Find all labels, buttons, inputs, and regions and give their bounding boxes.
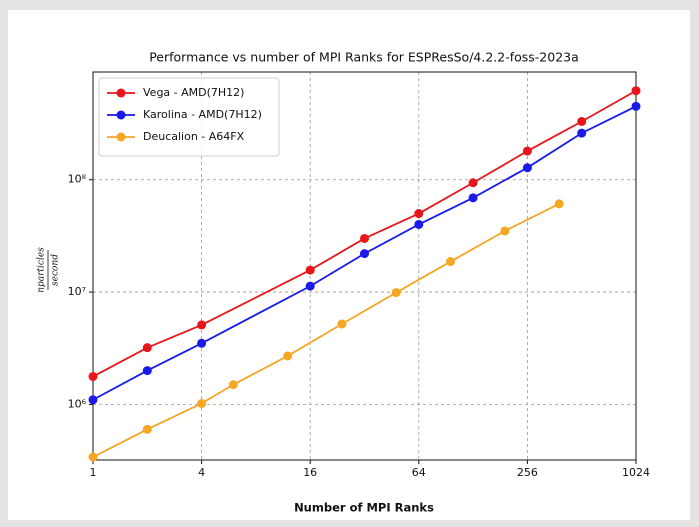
data-point [197, 320, 207, 330]
data-point [577, 128, 587, 138]
series-line [92, 105, 637, 401]
x-tick-label: 16 [303, 466, 317, 479]
x-tick-label: 1024 [622, 466, 650, 479]
y-label-denominator: second [51, 254, 61, 286]
data-point [577, 116, 587, 126]
series-line [92, 203, 560, 458]
x-tick-label: 64 [412, 466, 426, 479]
data-point [500, 226, 510, 236]
chart-title: Performance vs number of MPI Ranks for E… [149, 50, 579, 65]
data-point [391, 288, 401, 298]
x-tick-label: 1 [90, 466, 97, 479]
data-point [522, 146, 532, 156]
data-point [142, 366, 152, 376]
x-axis-label: Number of MPI Ranks [294, 501, 434, 515]
data-point [360, 233, 369, 243]
y-axis-label: nparticles second [37, 247, 61, 293]
data-point [468, 178, 478, 188]
data-point [142, 343, 152, 353]
data-point [88, 452, 98, 462]
legend-label: Karolina - AMD(7H12) [143, 108, 262, 121]
data-point [197, 338, 207, 348]
legend-box [98, 77, 280, 157]
data-point [305, 265, 315, 275]
y-tick-label: 10⁶ [68, 397, 87, 410]
legend-marker [116, 110, 126, 120]
data-point [522, 163, 532, 173]
legend: Vega - AMD(7H12) Karolina - AMD(7H12) Deuc… [98, 77, 280, 157]
data-point [414, 219, 424, 229]
data-point [554, 199, 564, 209]
data-point [631, 86, 641, 96]
y-label-numerator: nparticles [37, 247, 47, 293]
x-tick-label: 256 [517, 466, 538, 479]
data-point [283, 351, 293, 361]
y-tick-label: 10⁷ [68, 285, 86, 298]
data-point [414, 209, 424, 219]
data-point [197, 398, 207, 408]
data-point [631, 101, 641, 111]
data-point [228, 380, 238, 390]
x-tick-label: 4 [198, 466, 205, 479]
legend-label: Vega - AMD(7H12) [143, 86, 244, 99]
data-point [88, 395, 98, 405]
data-point [360, 249, 369, 259]
legend-marker [116, 88, 126, 98]
data-point [446, 257, 456, 267]
plot-frame [92, 71, 637, 461]
data-point [88, 372, 98, 382]
series-line [92, 89, 637, 378]
data-point [305, 281, 315, 291]
data-point [468, 193, 478, 203]
data-point [142, 424, 152, 434]
legend-label: Deucalion - A64FX [143, 130, 245, 143]
legend-marker [116, 132, 126, 142]
y-tick-label: 10⁸ [68, 173, 87, 186]
data-point [337, 319, 347, 329]
